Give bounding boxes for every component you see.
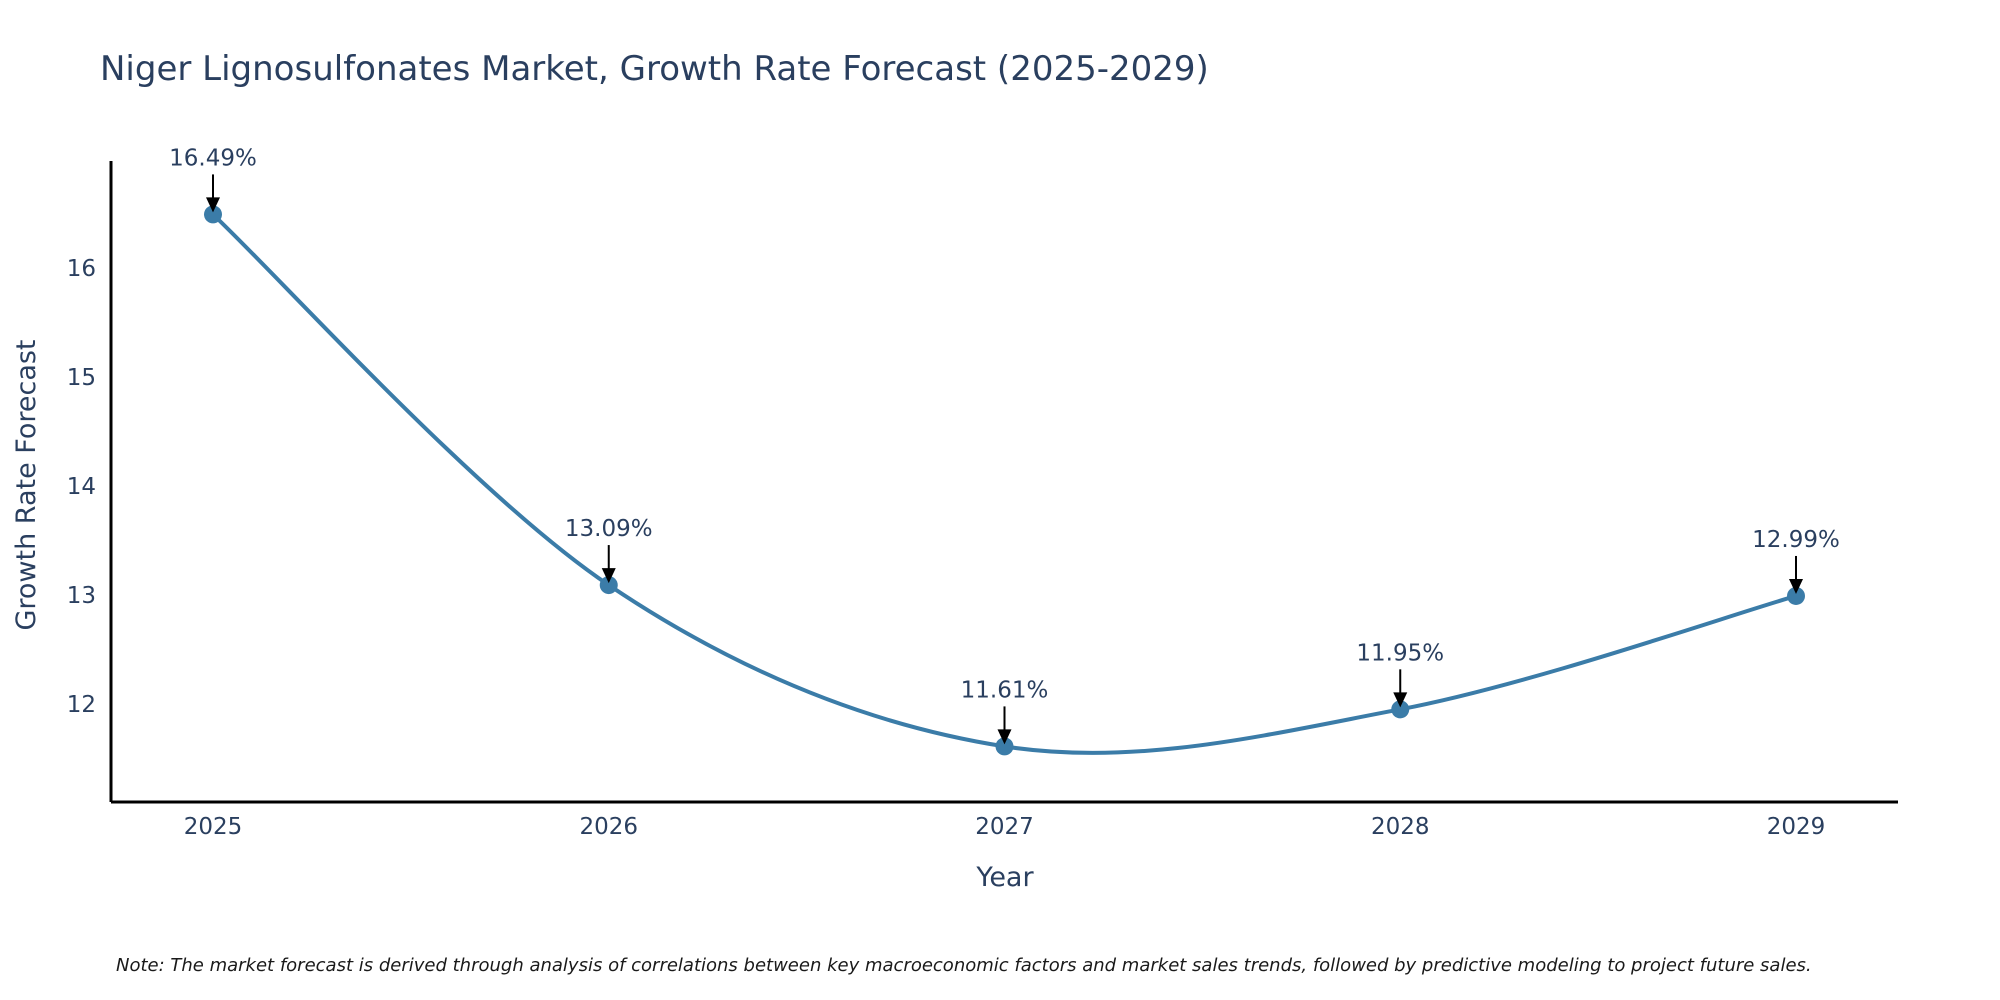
y-tick-label: 15 bbox=[67, 365, 96, 391]
x-tick-label: 2026 bbox=[579, 814, 638, 840]
x-tick-labels: 2025 2026 2027 2028 2029 bbox=[184, 814, 1826, 840]
data-point-2025 bbox=[204, 205, 222, 224]
x-axis-title: Year bbox=[975, 862, 1034, 893]
x-tick-label: 2029 bbox=[1767, 814, 1826, 840]
y-tick-label: 16 bbox=[67, 256, 96, 282]
annotation-arrow-head bbox=[601, 568, 616, 584]
data-label: 12.99% bbox=[1752, 527, 1840, 553]
data-label: 11.61% bbox=[961, 677, 1049, 703]
annotation-arrow-head bbox=[1393, 692, 1408, 708]
x-tick-label: 2027 bbox=[975, 814, 1034, 840]
footnote: Note: The market forecast is derived thr… bbox=[116, 955, 1812, 976]
annotation-arrow-head bbox=[206, 197, 220, 213]
data-label: 13.09% bbox=[565, 516, 653, 542]
y-tick-label: 12 bbox=[67, 692, 96, 718]
y-tick-label: 13 bbox=[67, 583, 96, 609]
y-tick-label: 14 bbox=[67, 474, 96, 500]
y-tick-labels: 12 13 14 15 16 bbox=[67, 256, 96, 718]
data-point-2028 bbox=[1391, 700, 1410, 719]
annotation-arrow-head bbox=[1789, 578, 1803, 594]
data-label: 11.95% bbox=[1356, 640, 1444, 666]
data-point-2027 bbox=[995, 737, 1014, 756]
data-markers bbox=[204, 205, 1805, 756]
chart-title: Niger Lignosulfonates Market, Growth Rat… bbox=[100, 49, 1209, 89]
x-tick-label: 2028 bbox=[1371, 814, 1430, 840]
annotation-arrow-head bbox=[997, 729, 1012, 745]
series-line bbox=[211, 212, 1797, 755]
data-label-annotations: 16.49% 13.09% 11.61% 11.95% 12.99% bbox=[169, 145, 1840, 745]
y-axis-title: Growth Rate Forecast bbox=[11, 339, 42, 630]
data-point-2026 bbox=[599, 576, 618, 595]
data-point-2029 bbox=[1787, 586, 1805, 605]
x-tick-label: 2025 bbox=[184, 814, 243, 840]
data-label: 16.49% bbox=[169, 145, 257, 171]
